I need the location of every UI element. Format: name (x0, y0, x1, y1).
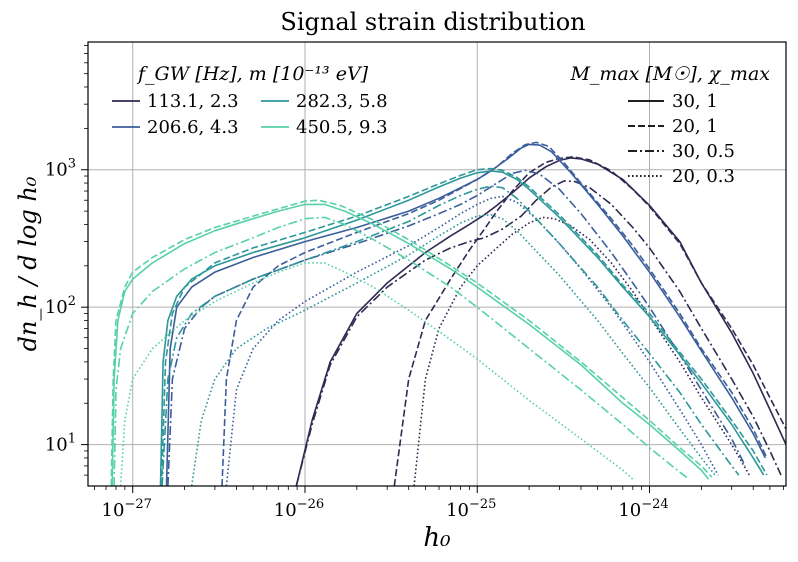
series-line (225, 195, 719, 486)
series-line (119, 262, 634, 486)
series-line (161, 185, 740, 486)
legend-color-label: 450.5, 9.3 (296, 117, 388, 138)
series-group (110, 141, 786, 486)
chart-title: Signal strain distribution (280, 8, 585, 36)
x-tick-label: 10−27 (102, 497, 152, 521)
legend-color: f_GW [Hz], m [10⁻¹³ eV] 113.1, 2.3 206.6,… (112, 63, 388, 138)
y-tick-label: 101 (45, 432, 76, 456)
y-tick-label: 103 (45, 157, 76, 181)
x-tick-label: 10−24 (618, 497, 668, 521)
series-line (160, 167, 768, 486)
series-line (221, 141, 768, 486)
x-tick-label: 10−25 (446, 497, 496, 521)
x-axis-label: h₀ (423, 523, 451, 553)
series-line (110, 199, 713, 486)
series-line (393, 156, 786, 486)
series-line (165, 143, 767, 486)
legend-color-label: 113.1, 2.3 (147, 91, 239, 112)
series-line (111, 203, 710, 486)
x-ticks: 10−27 10−26 10−25 10−24 (94, 486, 784, 521)
legend-color-label: 206.6, 4.3 (147, 117, 239, 138)
legend-style-label: 20, 1 (672, 116, 718, 137)
legend-style-label: 20, 0.3 (672, 166, 735, 187)
legend-style-title: M_max [M☉], χ_max (569, 63, 770, 85)
legend-style-label: 30, 0.5 (672, 141, 735, 162)
grid-lines (88, 42, 786, 486)
series-line (413, 216, 751, 486)
series-line (295, 180, 782, 486)
legend-color-title: f_GW [Hz], m [10⁻¹³ eV] (136, 63, 369, 85)
series-line (113, 216, 690, 486)
y-tick-label: 102 (45, 294, 76, 318)
plot-frame (87, 41, 787, 487)
legend-color-label: 282.3, 5.8 (296, 91, 388, 112)
legend-style: M_max [M☉], χ_max 30, 1 20, 1 30, 0.5 20, 0… (569, 63, 770, 187)
x-tick-label: 10−26 (274, 497, 324, 521)
series-line (190, 214, 716, 486)
y-axis-label: dn_h / d log h₀ (14, 176, 42, 351)
legend-style-label: 30, 1 (672, 91, 718, 112)
y-ticks: 101 102 103 (45, 45, 88, 476)
series-line (159, 170, 765, 486)
